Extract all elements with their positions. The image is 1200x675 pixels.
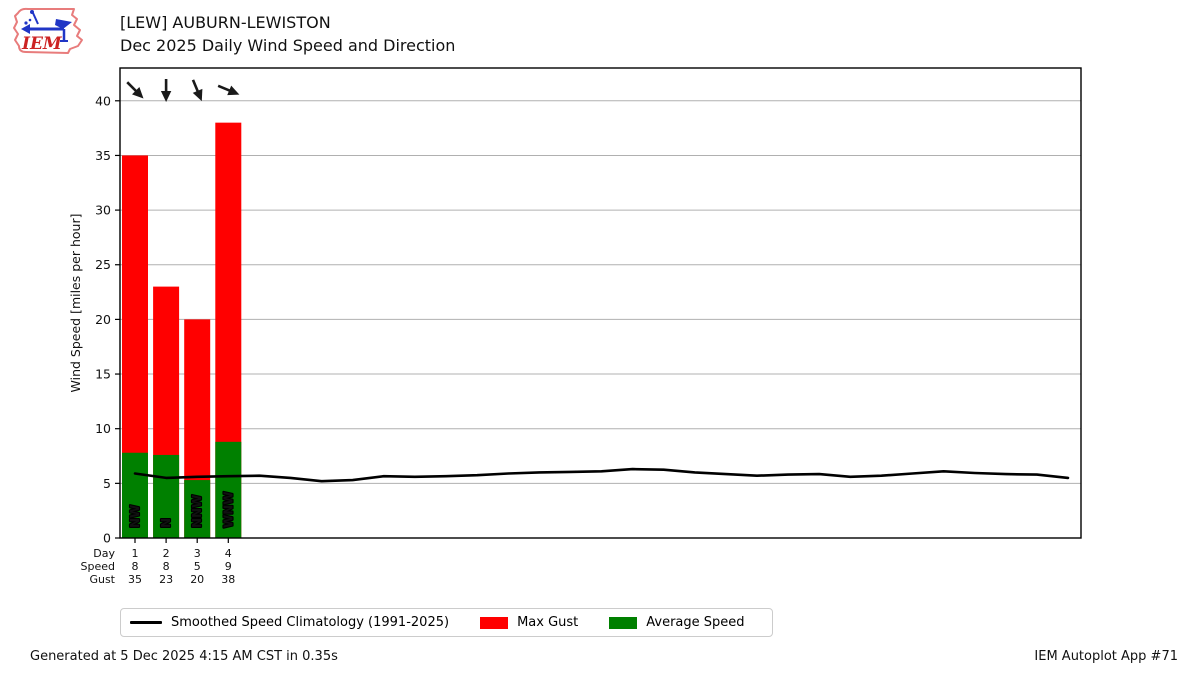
chart-legend: Smoothed Speed Climatology (1991-2025) Ma… xyxy=(120,608,773,637)
chart-subtitle: Dec 2025 Daily Wind Speed and Direction xyxy=(120,36,456,55)
row-header: Gust xyxy=(89,573,115,586)
wind-arrow-icon xyxy=(126,81,144,99)
y-axis-title: Wind Speed [miles per hour] xyxy=(68,214,83,393)
legend-color-swatch xyxy=(480,616,509,629)
iem-logo-text: IEM xyxy=(21,34,63,54)
row-value: 5 xyxy=(194,560,201,573)
station-title: [LEW] AUBURN-LEWISTON xyxy=(120,13,331,32)
row-value: 35 xyxy=(128,573,142,586)
row-value: 1 xyxy=(132,547,139,560)
plot-frame xyxy=(119,67,1082,539)
weather-vane-icon xyxy=(21,10,72,42)
direction-label: NW xyxy=(128,505,142,528)
row-value: 23 xyxy=(159,573,173,586)
direction-label: NNW xyxy=(190,495,204,528)
row-value: 8 xyxy=(163,560,170,573)
row-value: 9 xyxy=(225,560,232,573)
row-value: 4 xyxy=(225,547,232,560)
chart-title-block: [LEW] AUBURN-LEWISTON Dec 2025 Daily Win… xyxy=(120,11,455,57)
y-tick-label: 25 xyxy=(95,257,111,272)
y-tick-label: 20 xyxy=(95,312,111,327)
avg-speed-bar xyxy=(184,480,211,538)
legend-item: Smoothed Speed Climatology (1991-2025) xyxy=(130,615,449,630)
row-value: 3 xyxy=(194,547,201,560)
direction-label: N xyxy=(159,518,173,528)
legend-color-swatch xyxy=(609,616,638,629)
legend-label: Average Speed xyxy=(646,615,745,630)
y-tick-label: 10 xyxy=(95,421,111,436)
y-tick-label: 35 xyxy=(95,148,111,163)
wind-arrow-icon xyxy=(217,84,240,96)
y-tick-label: 5 xyxy=(103,476,111,491)
legend-label: Smoothed Speed Climatology (1991-2025) xyxy=(171,615,450,630)
avg-speed-bar xyxy=(153,454,180,538)
direction-label: WNW xyxy=(221,491,235,528)
row-value: 2 xyxy=(163,547,170,560)
avg-speed-bar xyxy=(215,441,242,538)
wind-arrow-icon xyxy=(191,79,203,102)
legend-line-swatch xyxy=(130,621,162,624)
y-tick-label: 0 xyxy=(103,531,111,546)
legend-item: Max Gust xyxy=(480,615,578,630)
climatology-line xyxy=(133,467,1070,483)
row-value: 20 xyxy=(190,573,204,586)
generated-timestamp: Generated at 5 Dec 2025 4:15 AM CST in 0… xyxy=(30,649,338,664)
y-tick-label: 30 xyxy=(95,203,111,218)
legend-label: Max Gust xyxy=(517,615,579,630)
row-header: Day xyxy=(93,547,115,560)
y-tick-label: 15 xyxy=(95,367,111,382)
row-value: 38 xyxy=(221,573,235,586)
wind-arrow-icon xyxy=(160,79,172,102)
y-tick-label: 40 xyxy=(95,93,111,108)
row-header: Speed xyxy=(81,560,115,573)
legend-item: Average Speed xyxy=(609,615,745,630)
avg-speed-bar xyxy=(122,452,148,538)
iem-logo: IEM xyxy=(13,7,83,54)
row-value: 8 xyxy=(132,560,139,573)
app-credit: IEM Autoplot App #71 xyxy=(1034,649,1178,664)
